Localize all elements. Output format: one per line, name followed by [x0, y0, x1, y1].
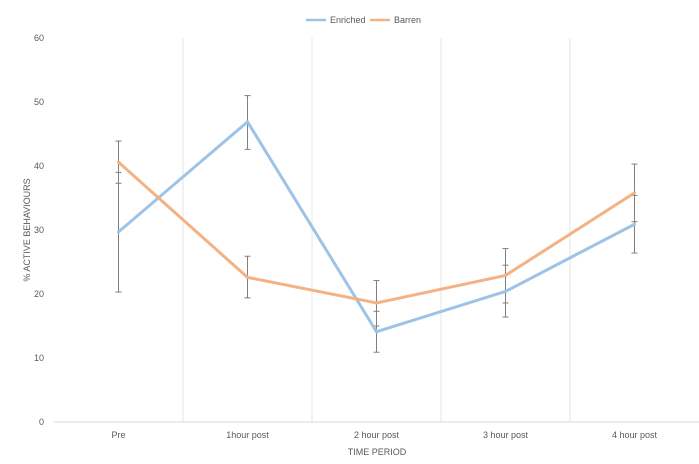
x-tick-label: 4 hour post: [612, 430, 658, 440]
y-tick-label: 40: [34, 161, 44, 171]
x-axis-title: TIME PERIOD: [348, 447, 407, 457]
x-tick-label: 2 hour post: [354, 430, 400, 440]
y-tick-label: 50: [34, 97, 44, 107]
y-tick-label: 60: [34, 33, 44, 43]
data-point: [633, 222, 636, 226]
legend-label-enriched: Enriched: [330, 15, 366, 25]
x-tick-label: 1hour post: [226, 430, 269, 440]
data-point: [246, 120, 249, 124]
data-point: [246, 275, 249, 279]
y-axis: 0 10 20 30 40 50 60: [34, 33, 44, 427]
y-tick-label: 20: [34, 289, 44, 299]
y-tick-label: 0: [39, 417, 44, 427]
data-point: [633, 191, 636, 195]
y-axis-title: % ACTIVE BEHAVIOURS: [22, 178, 32, 281]
data-point: [375, 301, 378, 305]
x-axis: Pre 1hour post 2 hour post 3 hour post 4 hou…: [54, 421, 699, 440]
error-bars: [115, 95, 638, 353]
data-point: [375, 330, 378, 334]
x-tick-label: 3 hour post: [483, 430, 529, 440]
vertical-gridlines: [182, 38, 571, 422]
x-tick-label: Pre: [111, 430, 125, 440]
legend: Enriched Barren: [306, 15, 421, 25]
data-point: [504, 273, 507, 277]
data-point: [504, 289, 507, 293]
data-point: [117, 230, 120, 234]
legend-label-barren: Barren: [394, 15, 421, 25]
data-point: [117, 160, 120, 164]
y-tick-label: 10: [34, 353, 44, 363]
series-lines: [117, 120, 636, 334]
y-tick-label: 30: [34, 225, 44, 235]
